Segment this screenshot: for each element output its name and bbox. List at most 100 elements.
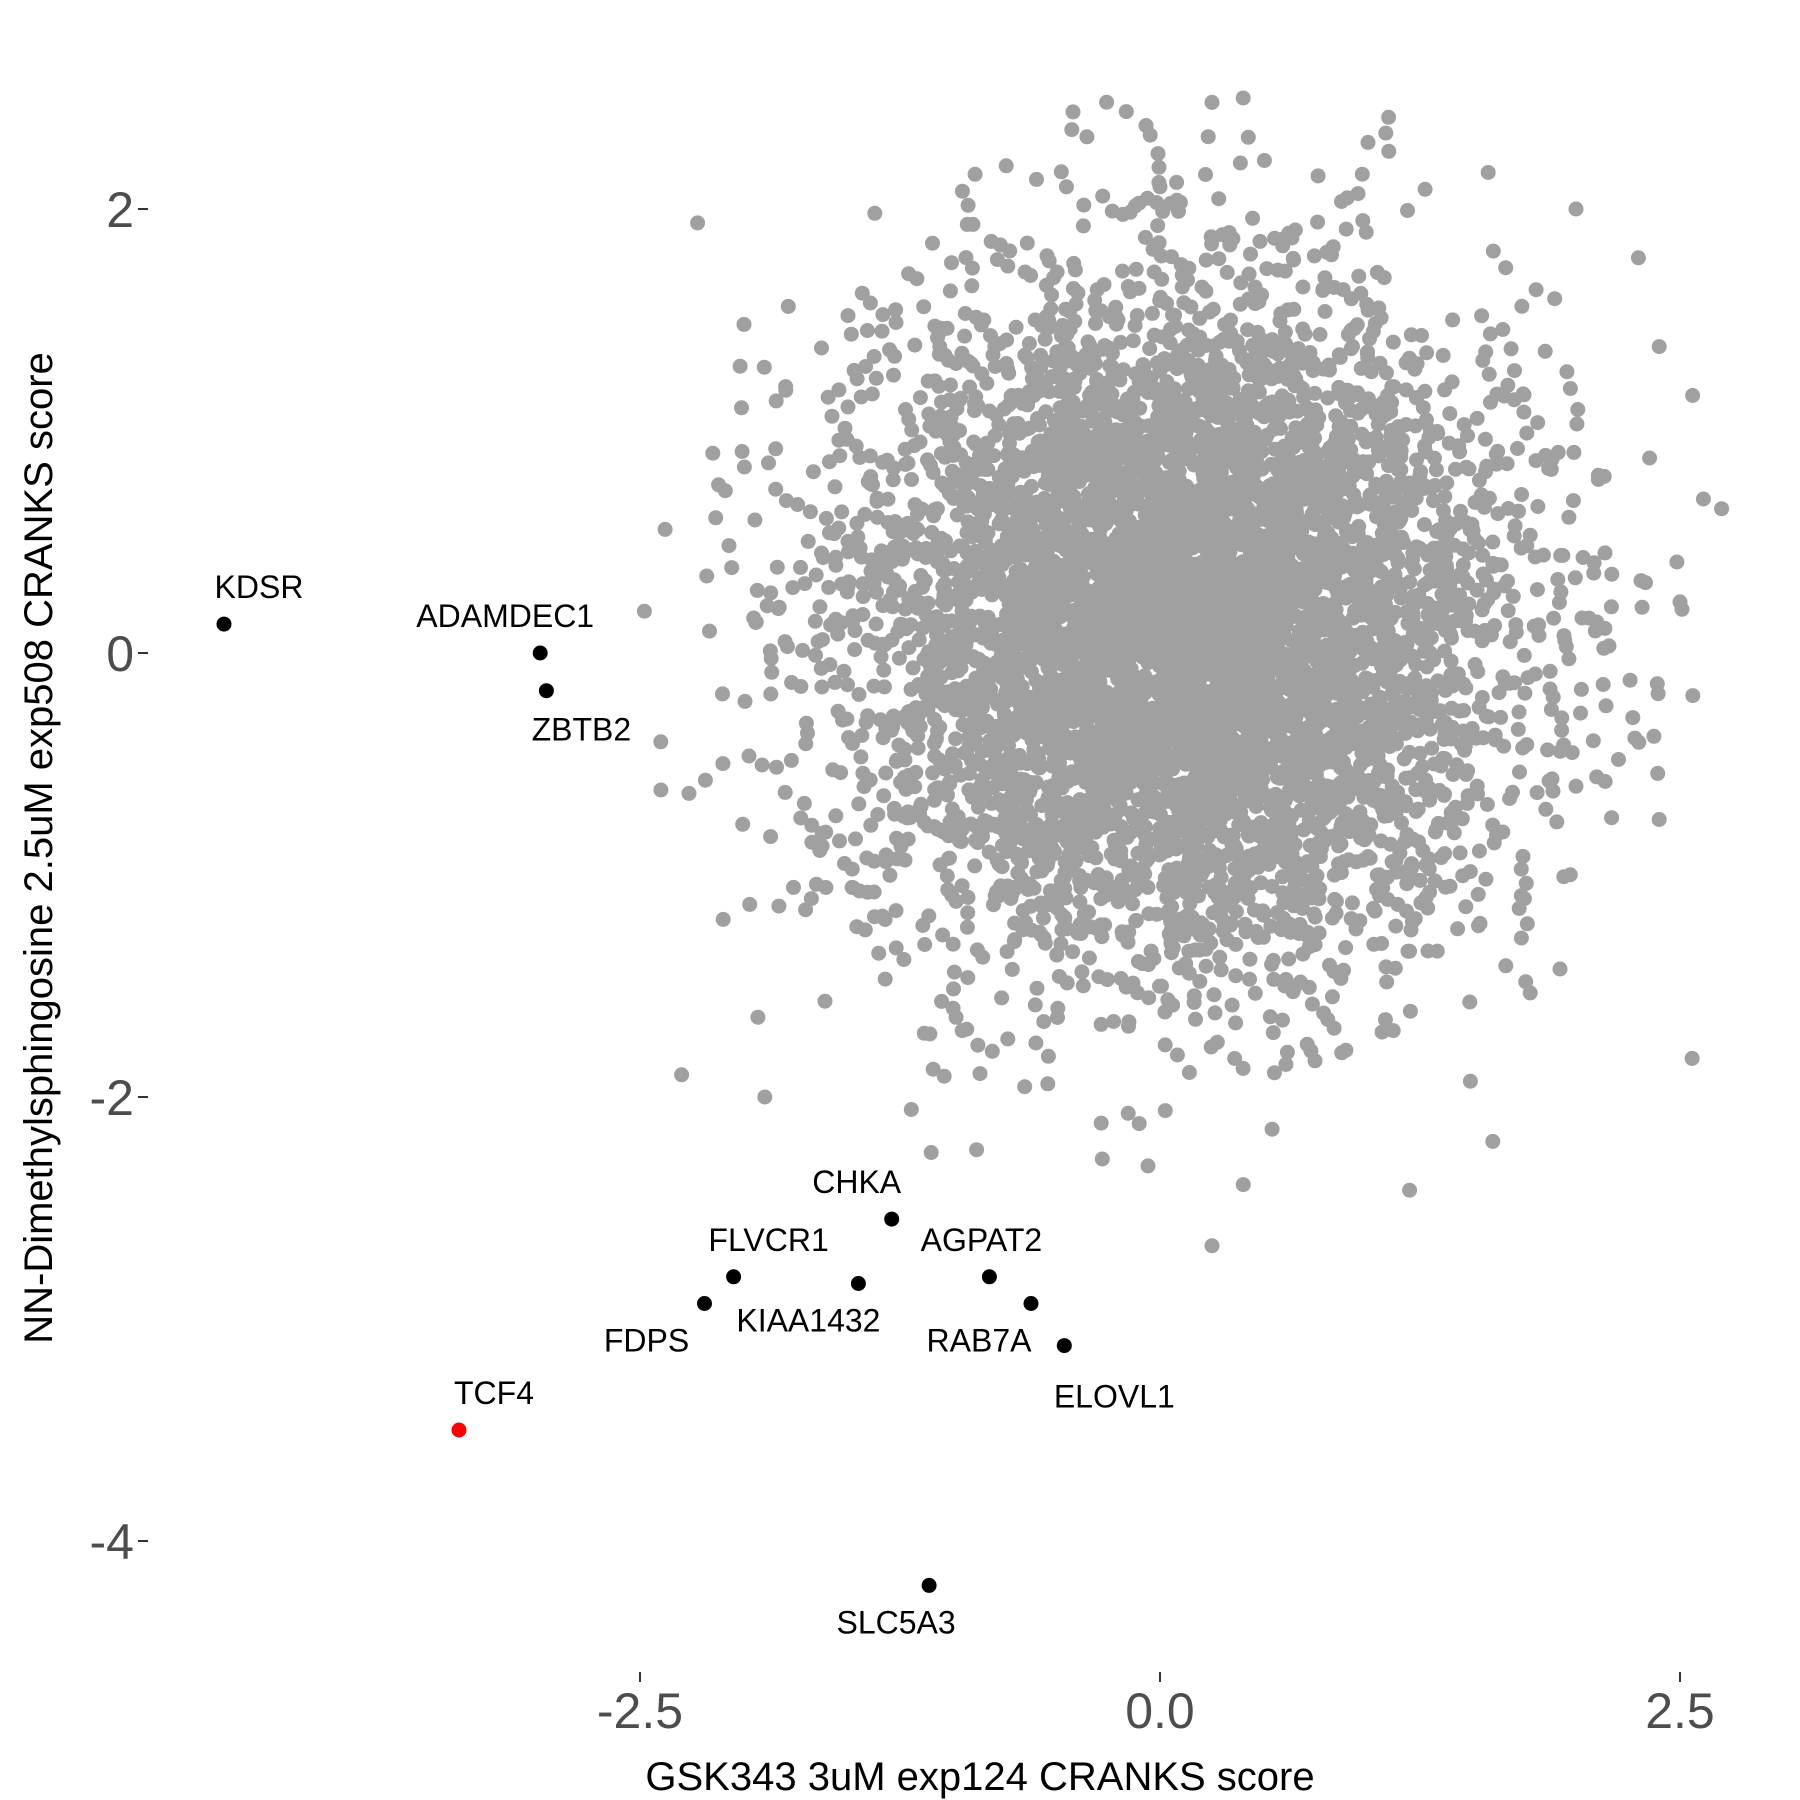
background-point — [1385, 334, 1401, 350]
background-point — [1322, 362, 1337, 378]
background-point — [1485, 558, 1501, 574]
background-point — [756, 359, 772, 375]
background-point — [1143, 943, 1159, 959]
background-point — [711, 477, 727, 493]
background-point — [1310, 214, 1326, 230]
background-point — [1017, 1079, 1033, 1095]
background-point — [1200, 129, 1216, 145]
background-point — [960, 197, 976, 213]
background-point — [917, 937, 933, 952]
background-point — [1537, 343, 1553, 359]
background-point — [873, 543, 889, 559]
background-point — [1517, 685, 1533, 701]
background-point — [1475, 352, 1491, 368]
background-point — [841, 730, 857, 745]
background-point — [1530, 499, 1546, 514]
background-point — [1373, 310, 1389, 326]
background-point — [1088, 303, 1104, 319]
background-point — [1307, 909, 1323, 925]
background-point — [681, 785, 697, 801]
background-point — [945, 635, 961, 651]
background-point — [803, 891, 819, 907]
background-point — [1529, 785, 1545, 801]
background-point — [1132, 400, 1148, 416]
background-point — [1181, 1065, 1197, 1080]
background-point — [1074, 964, 1090, 980]
background-point — [903, 1102, 919, 1117]
background-point — [1597, 545, 1613, 561]
background-point — [1213, 962, 1229, 978]
background-point — [1034, 798, 1050, 814]
background-point — [1144, 305, 1160, 321]
background-point — [831, 520, 847, 536]
background-point — [1551, 595, 1567, 610]
background-point — [864, 386, 880, 402]
background-point — [1207, 1005, 1223, 1021]
background-point — [946, 964, 962, 980]
background-point — [1400, 203, 1415, 218]
background-point — [1393, 590, 1409, 606]
background-point — [1519, 916, 1535, 932]
background-point — [732, 358, 748, 374]
background-point — [1439, 475, 1455, 491]
background-point — [1550, 572, 1566, 587]
background-point — [1695, 491, 1711, 507]
background-point — [793, 559, 808, 575]
background-point — [878, 765, 894, 781]
background-point — [1031, 850, 1047, 866]
background-point — [1057, 881, 1073, 896]
background-point — [885, 472, 901, 488]
background-point — [1023, 607, 1039, 623]
background-point — [1358, 224, 1374, 240]
background-point — [1477, 431, 1493, 447]
background-point — [821, 579, 837, 595]
background-point — [925, 235, 940, 251]
background-point — [750, 1009, 766, 1025]
background-point — [1380, 522, 1396, 538]
background-point — [927, 711, 942, 727]
background-point — [702, 623, 717, 639]
background-point — [1510, 441, 1525, 456]
background-point — [875, 598, 891, 613]
background-point — [1452, 845, 1468, 861]
background-point — [1443, 630, 1459, 646]
background-point — [1378, 125, 1394, 141]
background-point — [1470, 664, 1486, 680]
background-point — [1262, 1009, 1278, 1025]
background-point — [1094, 1151, 1110, 1167]
background-point — [1050, 1000, 1066, 1016]
background-point — [1293, 802, 1309, 818]
background-point — [1097, 917, 1113, 933]
background-point — [721, 538, 737, 554]
background-point — [1427, 873, 1443, 889]
background-point — [945, 746, 960, 762]
background-point — [1406, 561, 1422, 577]
background-point — [1372, 888, 1387, 903]
background-point — [913, 568, 929, 583]
background-point — [1127, 882, 1143, 898]
background-point — [1379, 974, 1395, 990]
background-point — [1115, 263, 1130, 279]
background-point — [1065, 944, 1081, 960]
background-point — [1403, 714, 1419, 730]
background-point — [1228, 968, 1244, 984]
background-point — [851, 796, 867, 812]
background-point — [1515, 848, 1531, 864]
background-point — [964, 278, 980, 294]
background-point — [1530, 415, 1546, 431]
background-point — [1203, 229, 1219, 245]
background-point — [970, 398, 986, 414]
background-point — [1470, 886, 1486, 902]
background-point — [870, 807, 886, 822]
background-point — [840, 677, 855, 693]
background-point — [1198, 167, 1213, 182]
background-point — [1040, 1076, 1056, 1092]
background-point — [754, 757, 770, 773]
background-point — [836, 663, 852, 679]
background-point — [1468, 730, 1484, 746]
background-point — [825, 762, 841, 778]
background-point — [948, 893, 964, 909]
background-point — [827, 674, 843, 690]
background-point — [963, 474, 979, 490]
background-point — [1502, 791, 1518, 806]
